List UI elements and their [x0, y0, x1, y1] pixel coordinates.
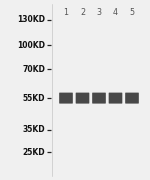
Text: 25KD: 25KD	[22, 148, 45, 157]
Text: 3: 3	[96, 8, 102, 17]
FancyBboxPatch shape	[92, 93, 106, 104]
FancyBboxPatch shape	[93, 96, 105, 100]
Text: 5: 5	[129, 8, 135, 17]
FancyBboxPatch shape	[77, 96, 88, 100]
FancyBboxPatch shape	[60, 96, 72, 100]
Text: 1: 1	[63, 8, 69, 17]
Text: 100KD: 100KD	[17, 40, 45, 50]
FancyBboxPatch shape	[76, 93, 89, 104]
FancyBboxPatch shape	[109, 93, 122, 104]
Text: 55KD: 55KD	[22, 94, 45, 103]
FancyBboxPatch shape	[126, 96, 138, 100]
FancyBboxPatch shape	[125, 93, 139, 104]
Text: 130KD: 130KD	[17, 15, 45, 24]
FancyBboxPatch shape	[110, 96, 122, 100]
Text: 4: 4	[113, 8, 118, 17]
Text: 35KD: 35KD	[22, 125, 45, 134]
FancyBboxPatch shape	[59, 93, 73, 104]
Text: 70KD: 70KD	[22, 65, 45, 74]
Text: 2: 2	[80, 8, 85, 17]
